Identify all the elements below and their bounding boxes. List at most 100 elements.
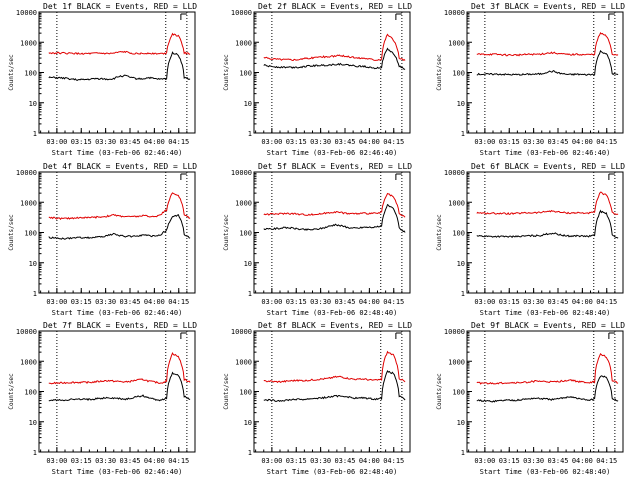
y-tick-label: 100 bbox=[452, 230, 465, 238]
detector-panel-3: Det 3f BLACK = Events, RED = LLD 1 10 100 10… bbox=[436, 2, 625, 157]
y-tick-label: 1 bbox=[461, 290, 465, 298]
x-tick-label: 03:30 bbox=[310, 298, 331, 306]
y-tick-label: 100 bbox=[239, 389, 252, 397]
y-tick-label: 100 bbox=[452, 70, 465, 78]
x-tick-label: 03:45 bbox=[334, 138, 355, 146]
y-tick-label: 1 bbox=[248, 449, 252, 457]
detector-panel-2: Det 2f BLACK = Events, RED = LLD 1 10 100 10… bbox=[223, 2, 412, 157]
x-tick-label: 04:15 bbox=[168, 457, 189, 465]
x-tick-label: 04:00 bbox=[572, 298, 593, 306]
y-tick-label: 100 bbox=[239, 70, 252, 78]
interval-marker bbox=[395, 13, 402, 20]
y-tick-label: 10 bbox=[457, 419, 465, 427]
x-tick-label: 03:45 bbox=[334, 298, 355, 306]
y-tick-label: 10000 bbox=[444, 169, 465, 177]
x-axis-label: Start Time (03-Feb-06 02:46:40) bbox=[52, 468, 183, 476]
x-tick-label: 04:15 bbox=[383, 298, 404, 306]
x-tick-label: 04:00 bbox=[359, 457, 380, 465]
y-tick-label: 10000 bbox=[16, 328, 37, 336]
x-tick-label: 03:45 bbox=[119, 138, 140, 146]
y-axis-label: Counts/sec bbox=[223, 373, 230, 410]
y-tick-label: 1000 bbox=[20, 358, 37, 366]
y-tick-label: 1000 bbox=[20, 199, 37, 207]
y-tick-label: 10 bbox=[244, 419, 252, 427]
panel-title: Det 3f BLACK = Events, RED = LLD bbox=[471, 2, 625, 11]
y-tick-label: 100 bbox=[239, 230, 252, 238]
y-tick-label: 1000 bbox=[235, 358, 252, 366]
x-tick-label: 03:45 bbox=[547, 457, 568, 465]
y-axis-label: Counts/sec bbox=[436, 54, 443, 91]
x-tick-label: 04:00 bbox=[144, 457, 165, 465]
x-tick-label: 03:00 bbox=[46, 138, 67, 146]
y-tick-label: 10 bbox=[457, 260, 465, 268]
detector-panel-8: Det 8f BLACK = Events, RED = LLD 1 10 100 10… bbox=[223, 321, 412, 476]
events-series-line bbox=[476, 209, 619, 239]
plot-frame bbox=[253, 171, 411, 294]
x-tick-label: 03:45 bbox=[334, 457, 355, 465]
events-series-line bbox=[476, 49, 619, 76]
interval-marker bbox=[180, 13, 187, 20]
plot-frame bbox=[466, 11, 624, 134]
y-axis-label: Counts/sec bbox=[223, 54, 230, 91]
lld-series-line bbox=[476, 32, 619, 57]
x-tick-label: 03:30 bbox=[523, 457, 544, 465]
x-tick-label: 04:15 bbox=[596, 457, 617, 465]
y-tick-label: 1 bbox=[461, 449, 465, 457]
x-tick-label: 03:45 bbox=[119, 298, 140, 306]
x-tick-label: 03:30 bbox=[95, 457, 116, 465]
x-tick-label: 04:00 bbox=[572, 138, 593, 146]
x-tick-label: 03:45 bbox=[547, 138, 568, 146]
y-tick-label: 1 bbox=[248, 290, 252, 298]
x-tick-label: 04:00 bbox=[144, 138, 165, 146]
x-tick-label: 03:00 bbox=[261, 457, 282, 465]
y-tick-label: 10 bbox=[457, 100, 465, 108]
y-tick-label: 100 bbox=[24, 70, 37, 78]
lld-series-line bbox=[48, 351, 191, 385]
x-tick-label: 03:15 bbox=[286, 138, 307, 146]
y-axis-label: Counts/sec bbox=[436, 373, 443, 410]
y-tick-label: 10 bbox=[29, 260, 37, 268]
plot-frame bbox=[253, 11, 411, 134]
x-tick-label: 03:15 bbox=[499, 138, 520, 146]
interval-marker bbox=[180, 173, 187, 180]
y-tick-label: 1 bbox=[248, 130, 252, 138]
plot-frame bbox=[38, 330, 196, 453]
interval-marker bbox=[608, 332, 615, 339]
x-tick-label: 04:15 bbox=[168, 138, 189, 146]
interval-marker bbox=[395, 332, 402, 339]
y-tick-label: 1 bbox=[33, 449, 37, 457]
lld-series-line bbox=[476, 352, 619, 385]
y-tick-label: 10 bbox=[29, 100, 37, 108]
x-tick-label: 03:30 bbox=[310, 138, 331, 146]
events-series-line bbox=[263, 370, 406, 402]
x-axis-label: Start Time (03-Feb-06 02:48:40) bbox=[480, 309, 611, 317]
x-tick-label: 04:15 bbox=[596, 138, 617, 146]
y-tick-label: 10 bbox=[244, 260, 252, 268]
lld-series-line bbox=[48, 32, 191, 56]
x-axis-label: Start Time (03-Feb-06 02:46:40) bbox=[267, 149, 398, 157]
y-axis-label: Counts/sec bbox=[8, 54, 15, 91]
x-tick-label: 03:15 bbox=[499, 298, 520, 306]
x-tick-label: 03:00 bbox=[46, 298, 67, 306]
panel-title: Det 9f BLACK = Events, RED = LLD bbox=[471, 321, 625, 330]
y-axis-label: Counts/sec bbox=[8, 214, 15, 251]
plot-frame bbox=[38, 11, 196, 134]
x-tick-label: 04:15 bbox=[383, 457, 404, 465]
panel-title: Det 7f BLACK = Events, RED = LLD bbox=[43, 321, 197, 330]
y-tick-label: 1 bbox=[33, 290, 37, 298]
interval-marker bbox=[395, 173, 402, 180]
lld-series-line bbox=[263, 33, 406, 62]
events-series-line bbox=[263, 47, 406, 70]
y-tick-label: 10000 bbox=[16, 169, 37, 177]
y-tick-label: 1000 bbox=[448, 199, 465, 207]
x-tick-label: 04:15 bbox=[596, 298, 617, 306]
x-tick-label: 04:15 bbox=[383, 138, 404, 146]
x-tick-label: 03:15 bbox=[286, 457, 307, 465]
x-tick-label: 03:00 bbox=[261, 138, 282, 146]
detector-panel-1: Det 1f BLACK = Events, RED = LLD 1 10 100 10… bbox=[8, 2, 197, 157]
x-tick-label: 03:30 bbox=[310, 457, 331, 465]
events-series-line bbox=[263, 203, 406, 233]
detector-panel-9: Det 9f BLACK = Events, RED = LLD 1 10 100 10… bbox=[436, 321, 625, 476]
plot-frame bbox=[466, 330, 624, 453]
